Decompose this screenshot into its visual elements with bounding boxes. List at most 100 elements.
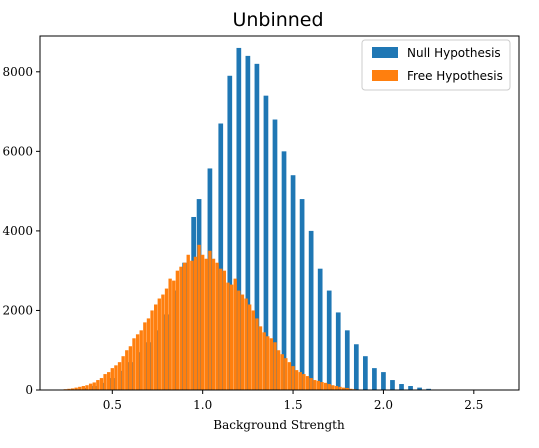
free-hypothesis-bar bbox=[302, 374, 306, 390]
free-hypothesis-bar bbox=[186, 254, 190, 390]
y-tick-label: 4000 bbox=[2, 224, 33, 238]
null-hypothesis-bar bbox=[408, 386, 413, 390]
free-hypothesis-bar bbox=[128, 346, 133, 390]
null-hypothesis-bar bbox=[353, 344, 359, 390]
null-hypothesis-bar bbox=[137, 352, 142, 390]
chart-title: Unbinned bbox=[232, 9, 323, 31]
null-hypothesis-bar bbox=[281, 151, 287, 390]
free-hypothesis-bar bbox=[172, 280, 176, 390]
null-hypothesis-bar bbox=[254, 63, 260, 390]
free-hypothesis-bar bbox=[150, 310, 154, 390]
free-hypothesis-bar bbox=[211, 258, 216, 390]
x-tick-label: 1.0 bbox=[193, 398, 212, 412]
legend-label-null: Null Hypothesis bbox=[407, 46, 501, 60]
free-hypothesis-bar bbox=[226, 282, 230, 390]
free-hypothesis-bar bbox=[143, 322, 147, 390]
null-hypothesis-bar bbox=[417, 387, 422, 390]
free-hypothesis-bar bbox=[179, 266, 183, 390]
free-hypothesis-bar bbox=[81, 386, 86, 390]
free-hypothesis-bar bbox=[96, 380, 100, 390]
null-hypothesis-bar bbox=[118, 370, 124, 390]
null-hypothesis-bar bbox=[399, 384, 404, 390]
x-axis-label: Background Strength bbox=[213, 418, 345, 432]
free-hypothesis-bar bbox=[287, 362, 292, 390]
y-tick-label: 6000 bbox=[2, 144, 33, 158]
null-hypothesis-bar bbox=[381, 372, 386, 390]
null-hypothesis-bar bbox=[344, 330, 350, 390]
y-tick-label: 0 bbox=[25, 383, 33, 397]
free-hypothesis-bar bbox=[331, 385, 335, 390]
y-tick-label: 2000 bbox=[2, 303, 33, 317]
free-hypothesis-bar bbox=[154, 304, 158, 390]
free-hypothesis-bar bbox=[276, 350, 281, 390]
free-hypothesis-bar bbox=[92, 382, 96, 390]
free-hypothesis-bar bbox=[284, 358, 288, 390]
free-hypothesis-bar bbox=[262, 332, 266, 390]
free-hypothesis-bar bbox=[291, 366, 295, 390]
free-hypothesis-bar bbox=[244, 298, 248, 390]
free-hypothesis-bar bbox=[135, 334, 140, 390]
x-tick-label: 0.5 bbox=[103, 398, 122, 412]
free-hypothesis-bar bbox=[208, 250, 212, 390]
free-hypothesis-bar bbox=[88, 383, 93, 390]
null-hypothesis-bar bbox=[290, 175, 296, 390]
null-hypothesis-bar bbox=[245, 55, 251, 391]
free-hypothesis-bar bbox=[78, 386, 82, 390]
free-hypothesis-bar bbox=[320, 382, 324, 390]
free-hypothesis-bar bbox=[175, 270, 180, 390]
null-hypothesis-bar bbox=[191, 216, 196, 390]
free-hypothesis-bar bbox=[305, 376, 310, 390]
legend-swatch-null bbox=[372, 47, 398, 58]
x-tick-label: 1.5 bbox=[284, 398, 303, 412]
x-tick-label: 2.5 bbox=[464, 398, 483, 412]
free-hypothesis-bar bbox=[139, 330, 143, 390]
free-hypothesis-bar bbox=[349, 388, 353, 390]
free-hypothesis-bar bbox=[103, 374, 107, 390]
free-hypothesis-bar bbox=[341, 387, 346, 390]
free-hypothesis-bar bbox=[280, 354, 284, 390]
free-hypothesis-bar bbox=[190, 260, 194, 390]
null-hypothesis-bar bbox=[335, 312, 341, 390]
null-hypothesis-bar bbox=[227, 75, 233, 391]
null-hypothesis-bar bbox=[82, 388, 88, 390]
y-tick-label: 8000 bbox=[2, 65, 33, 79]
free-hypothesis-bar bbox=[132, 338, 136, 390]
null-hypothesis-bar bbox=[317, 268, 323, 390]
plot-frame bbox=[39, 35, 520, 391]
x-axis-ticks: 0.5 1.0 1.5 2.0 2.5 bbox=[103, 390, 483, 412]
free-hypothesis-bar bbox=[255, 318, 259, 390]
free-hypothesis-bar bbox=[114, 365, 118, 390]
legend: Null Hypothesis Free Hypothesis bbox=[361, 39, 511, 91]
free-hypothesis-bar bbox=[248, 304, 252, 390]
null-hypothesis-bar bbox=[263, 95, 269, 391]
free-hypothesis-bar bbox=[70, 388, 75, 390]
null-hypothesis-bar bbox=[272, 119, 278, 391]
free-hypothesis-bar bbox=[338, 386, 342, 390]
y-axis-ticks: 0 2000 4000 6000 8000 bbox=[2, 65, 40, 397]
legend-box bbox=[361, 39, 511, 91]
free-hypothesis-bar bbox=[164, 288, 169, 390]
legend-swatch-free bbox=[372, 70, 398, 81]
x-tick-label: 2.0 bbox=[374, 398, 393, 412]
free-hypothesis-bar bbox=[219, 268, 223, 390]
free-hypothesis-bar bbox=[121, 356, 125, 390]
free-hypothesis-bar bbox=[294, 370, 299, 390]
free-hypothesis-bar bbox=[273, 342, 277, 390]
free-hypothesis-bar bbox=[237, 290, 241, 390]
free-hypothesis-bar bbox=[269, 338, 274, 390]
free-hypothesis-bar bbox=[334, 386, 339, 390]
free-hypothesis-bar bbox=[117, 362, 122, 390]
free-hypothesis-bar bbox=[204, 258, 208, 390]
free-hypothesis-bar bbox=[182, 262, 187, 390]
free-hypothesis-bar bbox=[313, 380, 317, 390]
free-hypothesis-bars bbox=[60, 244, 360, 390]
free-hypothesis-bar bbox=[323, 382, 328, 390]
free-hypothesis-bar bbox=[215, 262, 219, 390]
free-hypothesis-bar bbox=[193, 256, 198, 390]
free-hypothesis-bar bbox=[201, 254, 205, 390]
free-hypothesis-bar bbox=[67, 388, 71, 390]
free-hypothesis-bar bbox=[240, 294, 245, 390]
free-hypothesis-bar bbox=[316, 380, 321, 390]
free-hypothesis-bar bbox=[266, 336, 270, 390]
null-hypothesis-bar bbox=[372, 368, 377, 390]
